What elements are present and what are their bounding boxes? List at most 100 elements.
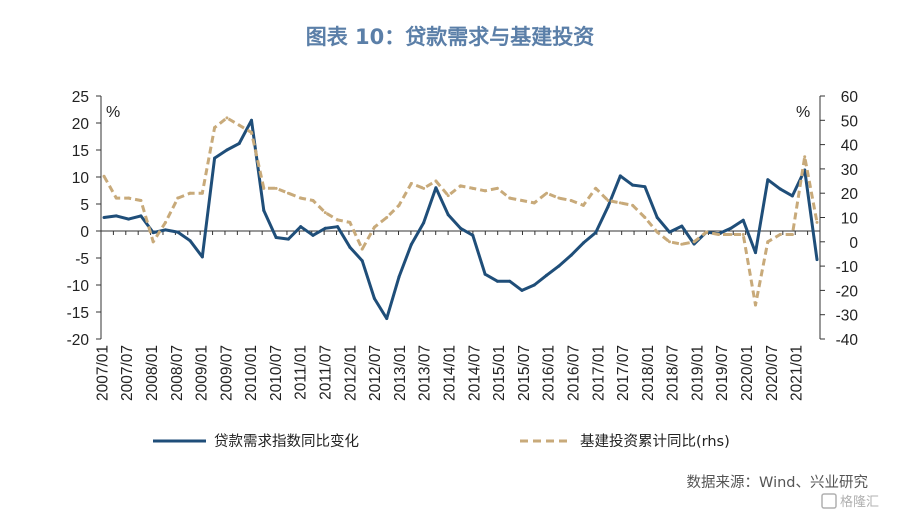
right-axis-tick-label: 30	[841, 162, 859, 179]
data-point	[741, 233, 745, 237]
watermark-icon	[821, 493, 837, 509]
left-axis-tick-label: 10	[72, 170, 90, 187]
x-axis-tick-label: 2011/01	[293, 345, 310, 400]
data-point	[581, 203, 585, 207]
data-point	[618, 174, 622, 178]
x-axis-tick-label: 2010/07	[268, 345, 285, 401]
data-point	[680, 242, 684, 246]
data-point	[594, 231, 598, 235]
data-point	[446, 194, 450, 198]
data-point	[754, 251, 758, 255]
data-point	[815, 258, 819, 262]
data-point	[176, 230, 180, 234]
data-point	[385, 216, 389, 219]
right-axis-tick-label: 10	[841, 211, 859, 228]
x-axis-tick-label: 2017/01	[590, 345, 607, 401]
x-axis-tick-label: 2018/07	[665, 345, 682, 401]
data-point	[262, 186, 266, 190]
x-axis-tick-label: 2008/01	[144, 345, 161, 401]
data-point	[557, 196, 561, 200]
data-point	[336, 225, 340, 229]
watermark-logo: 格隆汇	[821, 493, 879, 510]
data-point	[680, 224, 684, 228]
right-axis: -40 -30 -20 -10 0 10 20 30 40 50 60	[819, 89, 859, 349]
data-point	[790, 233, 794, 237]
data-point	[237, 123, 241, 127]
data-point	[127, 196, 131, 200]
data-point	[495, 186, 499, 190]
chart-title: 图表 10：贷款需求与基建投资	[306, 25, 595, 49]
data-point	[163, 220, 167, 224]
data-point	[397, 203, 401, 207]
data-point	[569, 253, 573, 257]
data-point	[606, 205, 610, 209]
right-axis-tick-label: 50	[841, 113, 859, 130]
data-point	[655, 216, 659, 219]
data-point	[471, 186, 475, 190]
data-point	[667, 230, 671, 234]
data-point	[385, 316, 389, 320]
data-point	[704, 230, 708, 234]
data-point	[778, 187, 782, 191]
data-point	[286, 191, 290, 195]
data-point	[692, 240, 696, 244]
data-point	[459, 226, 462, 230]
data-point	[114, 196, 118, 200]
data-point	[250, 130, 254, 134]
x-axis-tick-label: 2009/07	[218, 345, 235, 401]
data-point	[532, 283, 536, 287]
x-axis-tick-label: 2013/07	[417, 345, 434, 401]
data-point	[545, 273, 549, 277]
legend-label-infra-investment: 基建投资累计同比(rhs)	[580, 433, 730, 450]
data-point	[532, 201, 536, 205]
left-axis-tick-label: 20	[72, 116, 90, 133]
left-axis-tick-label: 15	[72, 143, 89, 160]
data-point	[790, 194, 794, 198]
data-point	[459, 184, 462, 188]
data-point	[163, 228, 167, 232]
data-point	[274, 235, 278, 239]
data-point	[348, 245, 352, 249]
data-point	[754, 303, 758, 307]
plot-lines	[102, 116, 819, 320]
x-axis-tick-label: 2016/07	[565, 345, 582, 401]
data-point	[262, 208, 266, 212]
data-point	[360, 247, 364, 251]
left-axis-tick-label: 25	[72, 89, 89, 106]
data-point	[520, 198, 524, 202]
left-axis-tick-label: -5	[75, 251, 89, 268]
data-point	[409, 181, 413, 185]
data-point	[717, 233, 721, 237]
right-axis-tick-label: 0	[849, 235, 858, 252]
data-point	[803, 155, 807, 159]
data-point	[102, 216, 106, 219]
data-point	[372, 297, 376, 300]
right-axis-tick-label: -20	[836, 283, 859, 300]
x-axis-tick-label: 2016/01	[541, 345, 558, 401]
data-point	[606, 198, 610, 202]
legend: 贷款需求指数同比变化 基建投资累计同比(rhs)	[153, 433, 730, 450]
x-axis-tick-label: 2015/01	[491, 345, 508, 401]
x-axis-tick-label: 2015/07	[516, 345, 533, 401]
x-axis-tick-label: 2019/07	[714, 345, 731, 401]
data-point	[741, 218, 745, 222]
data-point	[815, 220, 819, 224]
data-point	[508, 279, 512, 283]
data-point	[446, 213, 450, 217]
data-point	[250, 118, 254, 122]
data-point	[520, 288, 524, 292]
x-axis-tick-label: 2012/07	[367, 345, 384, 401]
data-point	[348, 220, 352, 224]
data-point	[434, 179, 438, 183]
data-point	[483, 272, 487, 276]
x-axis-tick-label: 2012/01	[342, 345, 359, 401]
data-point	[311, 233, 315, 237]
data-point	[631, 183, 635, 187]
x-axis-tick-label: 2009/01	[194, 345, 211, 401]
left-axis-tick-label: -20	[67, 332, 90, 349]
left-axis-tick-label: -10	[67, 278, 90, 295]
data-point	[286, 237, 290, 241]
data-point	[213, 126, 217, 130]
data-point	[188, 239, 192, 243]
data-point	[188, 191, 192, 195]
